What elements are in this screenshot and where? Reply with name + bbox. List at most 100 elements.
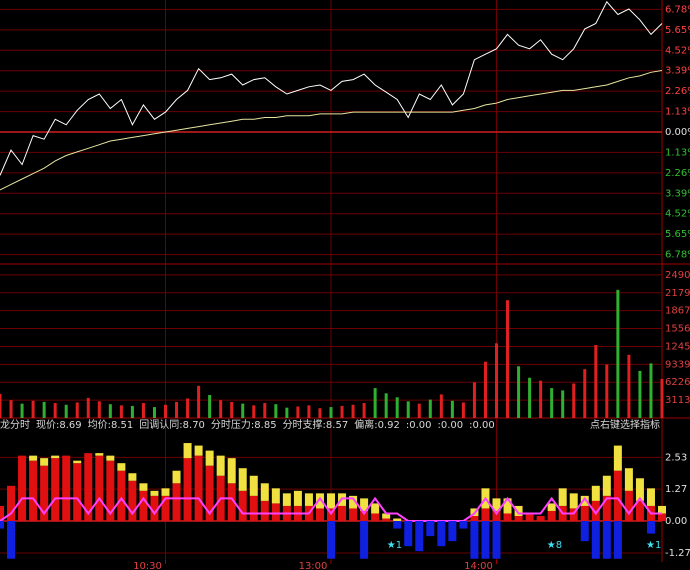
volume-bar: [42, 401, 46, 418]
indicator-bar: [393, 521, 402, 529]
indicator-bar: [128, 480, 137, 522]
indicator-bar: [503, 513, 512, 522]
indicator-bar: [349, 508, 358, 522]
volume-bar: [483, 361, 487, 418]
volume-bar: [384, 393, 388, 418]
y-tick-label: 18678: [665, 306, 690, 317]
indicator-header: 龙分时: [0, 418, 30, 431]
indicator-bar: [194, 455, 203, 522]
y-tick-label: 1.13%: [665, 107, 690, 118]
volume-bar: [472, 382, 476, 418]
indicator-bar: [260, 500, 269, 522]
volume-bar: [263, 403, 267, 418]
x-tick-label: 14:00: [464, 561, 493, 570]
y-tick-label: -1.27: [665, 548, 690, 559]
y-tick-label: 0.00: [665, 516, 687, 527]
volume-bar: [506, 300, 510, 418]
indicator-bar: [40, 465, 49, 522]
volume-bar: [550, 388, 554, 418]
indicator-header: 偏离:0.92: [354, 418, 400, 431]
indicator-bar: [624, 490, 633, 522]
indicator-bar: [470, 515, 479, 522]
y-tick-label: 9339: [665, 359, 690, 370]
indicator-bar: [426, 521, 435, 537]
signal-star: ★8: [547, 540, 562, 551]
indicator-bar: [271, 488, 280, 504]
volume-bar: [528, 377, 532, 418]
volume-bar: [64, 404, 68, 418]
indicator-bar: [580, 495, 589, 506]
indicator-bar: [227, 483, 236, 522]
indicator-bar: [635, 478, 644, 501]
volume-bar: [638, 370, 642, 418]
indicator-bar: [492, 510, 501, 522]
indicator-bar: [415, 521, 424, 552]
indicator-bar: [205, 465, 214, 522]
indicator-bar: [238, 490, 247, 522]
volume-bar: [307, 405, 311, 418]
y-tick-label: 6.78%: [665, 4, 690, 15]
indicator-bar: [150, 490, 159, 496]
indicator-bar: [547, 510, 556, 522]
indicator-header: :0.00: [437, 420, 463, 431]
indicator-bar: [18, 455, 27, 522]
indicator-header: 分时压力:8.85: [211, 418, 277, 431]
indicator-bar: [161, 488, 170, 496]
volume-bar: [9, 400, 13, 418]
indicator-bar: [150, 495, 159, 522]
y-tick-label: 3.39%: [665, 66, 690, 77]
indicator-bar: [360, 521, 369, 559]
indicator-bar: [249, 475, 258, 496]
volume-bar: [318, 408, 322, 418]
volume-bar: [20, 403, 24, 418]
y-tick-label: 5.65%: [665, 25, 690, 36]
indicator-bar: [591, 521, 600, 559]
indicator-bar: [525, 513, 534, 522]
indicator-bar: [349, 495, 358, 509]
volume-bar: [86, 397, 90, 418]
indicator-header: 回调认同:8.70: [139, 418, 205, 431]
y-tick-label: 6226: [665, 377, 690, 388]
indicator-bar: [470, 521, 479, 559]
volume-bar: [141, 403, 145, 418]
indicator-header: 均价:8.51: [88, 419, 134, 431]
signal-star: ★1: [387, 540, 402, 551]
indicator-bar: [382, 518, 391, 522]
indicator-bar: [315, 493, 324, 509]
y-tick-label: 24904: [665, 270, 690, 281]
volume-bar: [340, 405, 344, 418]
volume-bar: [186, 398, 190, 418]
volume-bar: [208, 395, 212, 418]
indicator-bar: [492, 498, 501, 511]
indicator-bar: [371, 503, 380, 514]
volume-bar: [197, 385, 201, 418]
indicator-bar: [249, 495, 258, 522]
indicator-bar: [0, 505, 4, 522]
indicator-bar: [260, 483, 269, 501]
price-line: [0, 70, 663, 191]
indicator-bar: [503, 498, 512, 514]
volume-bar: [75, 402, 79, 418]
volume-bar: [616, 289, 620, 418]
indicator-bar: [338, 505, 347, 522]
indicator-bar: [128, 473, 137, 481]
volume-bar: [406, 401, 410, 418]
volume-bar: [0, 393, 2, 418]
y-tick-label: 0.00%: [665, 127, 690, 138]
indicator-bar: [602, 475, 611, 496]
indicator-bar: [73, 460, 82, 464]
volume-bar: [373, 388, 377, 418]
indicator-bar: [172, 483, 181, 522]
volume-bar: [649, 363, 653, 418]
indicator-bar: [194, 445, 203, 456]
indicator-bar: [459, 521, 468, 529]
indicator-bar: [161, 495, 170, 522]
indicator-bar: [646, 488, 655, 506]
indicator-bar: [481, 521, 490, 559]
volume-bar: [31, 400, 35, 418]
volume-bar: [450, 400, 454, 418]
indicator-bar: [183, 458, 192, 522]
indicator-bar: [382, 513, 391, 519]
volume-bar: [594, 345, 598, 418]
y-tick-label: 1.13%: [665, 147, 690, 158]
